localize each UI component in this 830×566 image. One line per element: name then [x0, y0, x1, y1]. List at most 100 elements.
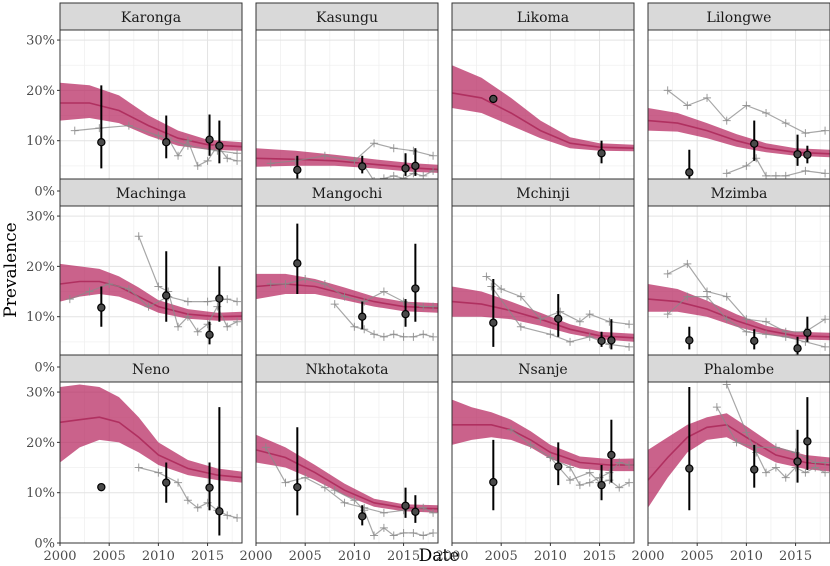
strip-karonga — [59, 2, 243, 31]
y-tick-label: 10% — [26, 486, 55, 501]
site-point — [350, 322, 359, 331]
strip-lilongwe — [647, 2, 830, 31]
survey-point — [401, 309, 410, 319]
site-point — [409, 332, 418, 341]
site-point — [320, 483, 329, 492]
panel-machinga: Machinga 0% 10% 20% 30% — [26, 178, 243, 376]
site-point — [301, 473, 310, 482]
site-point — [183, 136, 192, 145]
site-point — [585, 332, 594, 341]
panel-nkhotakota: Nkhotakota 2000 2005 2010 2015 — [239, 354, 439, 564]
strip-label-mzimba: Mzimba — [711, 186, 768, 202]
site-point — [233, 156, 242, 165]
survey-point — [793, 457, 802, 466]
survey-point — [215, 294, 224, 303]
site-point — [429, 151, 438, 160]
survey-point — [750, 139, 759, 148]
survey-point — [97, 482, 106, 492]
site-point — [233, 513, 242, 522]
site-point — [625, 478, 634, 487]
site-point — [134, 463, 143, 472]
site-point — [320, 151, 329, 160]
strip-label-nkhotakota: Nkhotakota — [305, 362, 388, 378]
y-tick-label: 0% — [34, 537, 55, 552]
panel-nsanje: Nsanje 2000 2005 2010 2015 — [435, 354, 635, 564]
site-point — [379, 332, 388, 341]
strip-machinga — [59, 178, 243, 207]
site-point — [183, 297, 192, 306]
plot-area — [648, 206, 830, 367]
site-point — [379, 287, 388, 296]
model-median-line — [451, 92, 635, 149]
site-series — [722, 380, 830, 482]
site-line — [270, 278, 434, 308]
model-uncertainty-band — [60, 384, 242, 483]
site-point — [722, 292, 731, 301]
panel-phalombe: Phalombe 2000 2005 2010 2015 — [631, 354, 830, 564]
site-point — [389, 330, 398, 339]
model-median-line — [60, 102, 243, 148]
survey-point — [750, 336, 759, 346]
site-series — [663, 292, 830, 351]
survey-point — [489, 477, 498, 487]
panel-border — [255, 381, 439, 544]
survey-point — [597, 336, 606, 346]
site-line — [138, 235, 238, 333]
site-point — [742, 315, 751, 324]
site-point — [762, 109, 771, 118]
site-point — [683, 292, 692, 301]
y-tick-label: 0% — [34, 185, 55, 200]
site-point — [266, 279, 275, 288]
survey-point — [411, 284, 420, 293]
x-tick-label: 2000 — [239, 549, 272, 564]
site-point — [124, 285, 133, 294]
site-point — [144, 302, 153, 311]
site-point — [821, 468, 830, 477]
panel-neno: Neno 0% 10% 20% 30% 2000 2005 2010 2015 — [26, 354, 243, 564]
site-point — [526, 440, 535, 449]
x-tick-label: 2010 — [730, 549, 763, 564]
site-point — [320, 279, 329, 288]
site-point — [223, 511, 232, 520]
site-point — [65, 295, 74, 304]
site-point — [174, 478, 183, 487]
site-line — [334, 303, 434, 338]
survey-point — [803, 437, 812, 446]
x-tick-label: 2000 — [435, 549, 468, 564]
y-tick-label: 30% — [26, 210, 55, 225]
site-point — [801, 337, 810, 346]
site-point — [419, 503, 428, 512]
strip-label-karonga: Karonga — [121, 10, 181, 26]
survey-point — [489, 318, 498, 327]
site-point — [516, 322, 525, 331]
survey-point — [411, 507, 420, 517]
site-point — [722, 169, 731, 178]
survey-point — [411, 161, 420, 171]
site-point — [781, 332, 790, 341]
site-point — [615, 458, 624, 467]
site-point — [174, 322, 183, 331]
site-point — [821, 342, 830, 351]
site-point — [203, 156, 212, 165]
survey-point — [162, 291, 171, 300]
survey-point — [554, 314, 563, 323]
strip-label-neno: Neno — [132, 362, 170, 378]
survey-point — [554, 462, 563, 471]
x-tick-label: 2015 — [191, 549, 224, 564]
site-point — [575, 481, 584, 490]
site-point — [350, 496, 359, 505]
site-point — [742, 428, 751, 437]
model-median-line — [647, 298, 830, 338]
site-point — [124, 121, 133, 130]
site-point — [663, 86, 672, 95]
site-line — [726, 157, 826, 177]
site-point — [663, 310, 672, 319]
survey-point — [401, 164, 410, 173]
site-point — [174, 151, 183, 160]
site-series — [663, 259, 830, 336]
site-point — [703, 292, 712, 301]
site-point — [821, 126, 830, 135]
survey-point — [685, 464, 694, 473]
x-tick-label: 2010 — [534, 549, 567, 564]
y-tick-label: 20% — [26, 84, 55, 99]
